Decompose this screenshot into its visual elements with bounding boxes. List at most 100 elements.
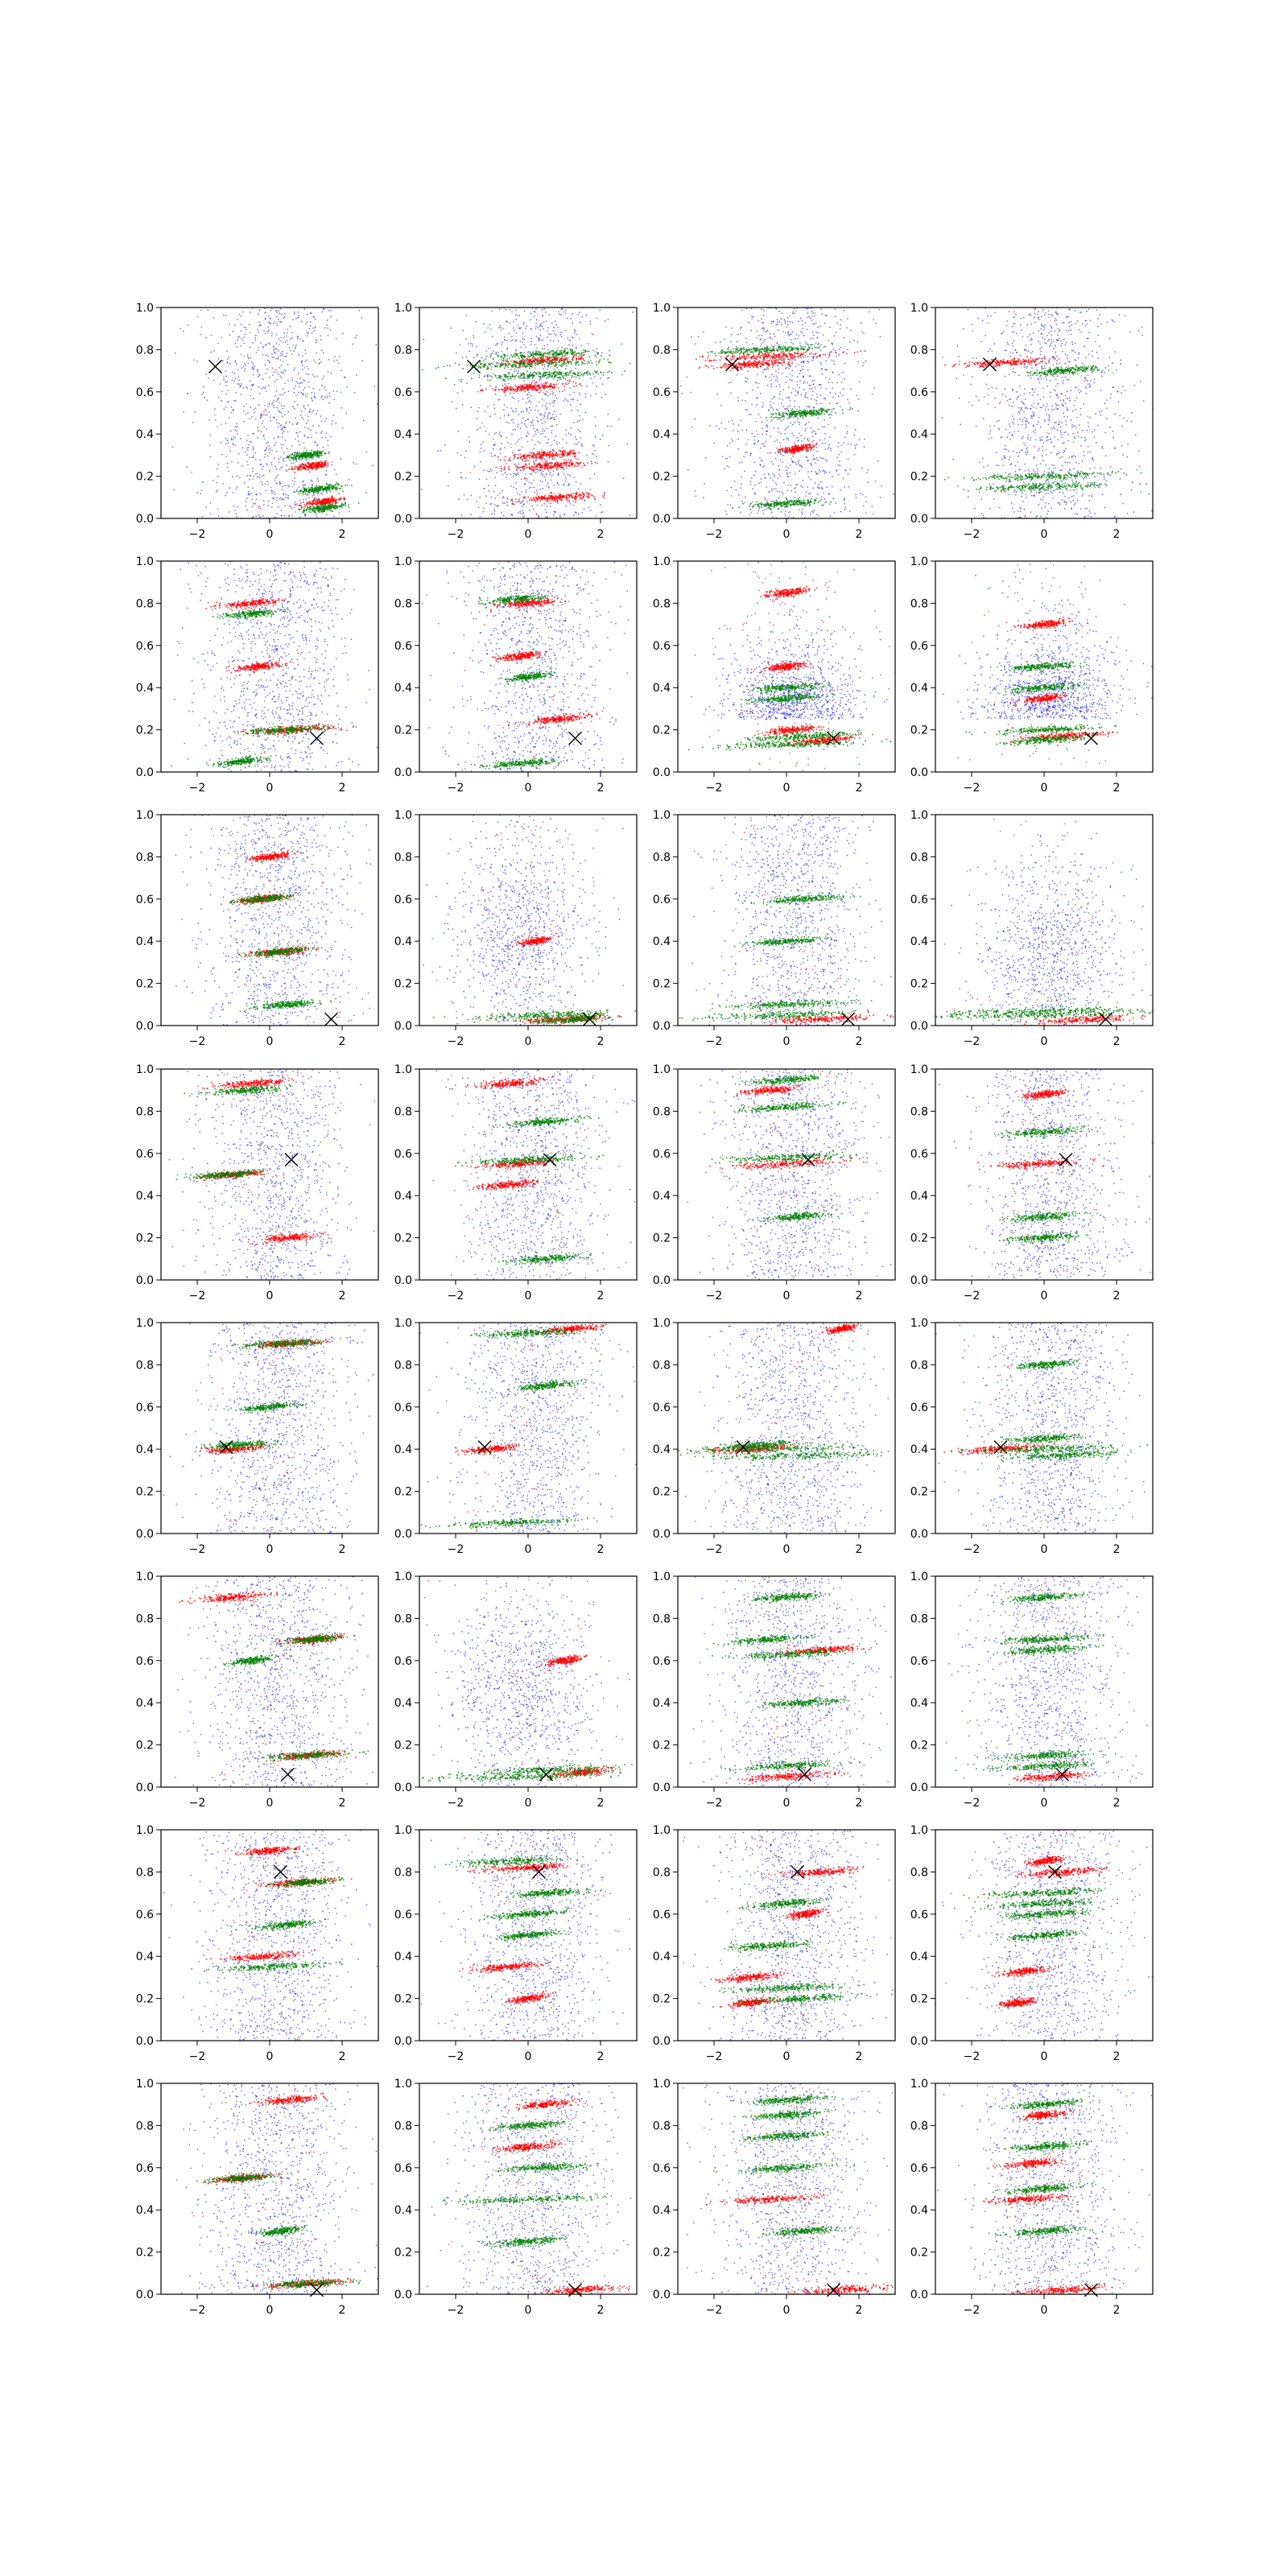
blue-point (542, 473, 543, 475)
blue-point (496, 472, 497, 473)
green-point (491, 376, 493, 378)
blue-point (266, 373, 267, 374)
green-point (576, 361, 577, 362)
blue-point (229, 417, 230, 419)
green-point (564, 348, 566, 349)
red-point (515, 386, 517, 387)
blue-point (226, 350, 228, 352)
red-point (547, 442, 548, 444)
red-point (595, 416, 597, 418)
red-point (513, 504, 514, 506)
red-point (498, 389, 500, 390)
red-point (526, 361, 527, 362)
blue-point (242, 312, 244, 313)
blue-point (276, 513, 278, 514)
blue-point (234, 437, 236, 439)
blue-point (523, 352, 525, 353)
blue-point (570, 404, 572, 406)
blue-point (258, 372, 259, 374)
blue-point (559, 332, 561, 333)
green-point (335, 502, 336, 503)
red-point (576, 385, 578, 386)
blue-point (579, 394, 580, 395)
red-point (237, 516, 238, 518)
blue-point (255, 407, 257, 409)
blue-point (502, 490, 503, 492)
green-point (309, 490, 311, 492)
green-point (532, 377, 534, 378)
blue-point (535, 460, 537, 462)
green-point (460, 455, 462, 456)
blue-point (564, 460, 565, 461)
blue-point (535, 472, 537, 473)
blue-point (334, 469, 336, 471)
green-point (520, 363, 522, 365)
red-point (319, 461, 320, 463)
blue-point (279, 367, 280, 369)
blue-point (235, 392, 237, 394)
green-point (490, 362, 492, 364)
blue-point (564, 398, 566, 400)
blue-point (555, 335, 557, 336)
red-point (568, 454, 569, 456)
blue-point (331, 423, 332, 425)
red-point (550, 357, 551, 358)
blue-point (590, 510, 592, 512)
blue-point (246, 387, 248, 389)
blue-point (258, 332, 259, 333)
blue-point (258, 349, 259, 351)
blue-point (587, 462, 588, 464)
blue-point (566, 468, 568, 469)
blue-point (256, 499, 258, 501)
green-point (294, 312, 295, 313)
blue-point (256, 494, 258, 496)
blue-point (538, 431, 539, 433)
blue-point (510, 473, 511, 475)
red-point (518, 498, 520, 500)
blue-point (290, 349, 291, 351)
blue-point (285, 341, 287, 343)
red-point (537, 389, 539, 390)
blue-point (247, 354, 249, 356)
red-point (331, 498, 332, 500)
red-point (568, 494, 570, 496)
red-point (505, 460, 506, 462)
blue-point (596, 515, 597, 517)
red-point (569, 454, 571, 456)
blue-point (791, 392, 792, 394)
red-point (502, 385, 504, 386)
red-point (300, 502, 302, 504)
green-point (312, 457, 313, 459)
green-point (319, 512, 320, 514)
green-point (580, 372, 581, 374)
blue-point (221, 337, 222, 339)
red-point (535, 382, 537, 383)
green-point (297, 456, 299, 458)
blue-point (265, 450, 266, 452)
blue-point (291, 508, 293, 510)
blue-point (527, 398, 529, 399)
green-point (312, 332, 313, 334)
blue-point (513, 487, 514, 489)
x-tick-label: 2 (597, 528, 605, 541)
green-point (542, 361, 543, 362)
green-point (487, 374, 489, 376)
blue-point (237, 475, 238, 477)
red-point (326, 324, 328, 326)
red-point (515, 464, 517, 466)
blue-point (494, 497, 496, 499)
blue-point (494, 510, 496, 512)
red-point (518, 386, 520, 388)
blue-point (288, 390, 290, 392)
green-point (488, 367, 489, 369)
blue-point (227, 467, 229, 469)
blue-point (543, 418, 545, 419)
green-point (280, 336, 282, 338)
green-point (525, 356, 526, 357)
blue-point (312, 411, 313, 413)
blue-point (530, 344, 532, 345)
blue-point (511, 312, 513, 313)
green-point (316, 510, 317, 511)
red-point (523, 457, 525, 459)
red-point (524, 477, 526, 479)
